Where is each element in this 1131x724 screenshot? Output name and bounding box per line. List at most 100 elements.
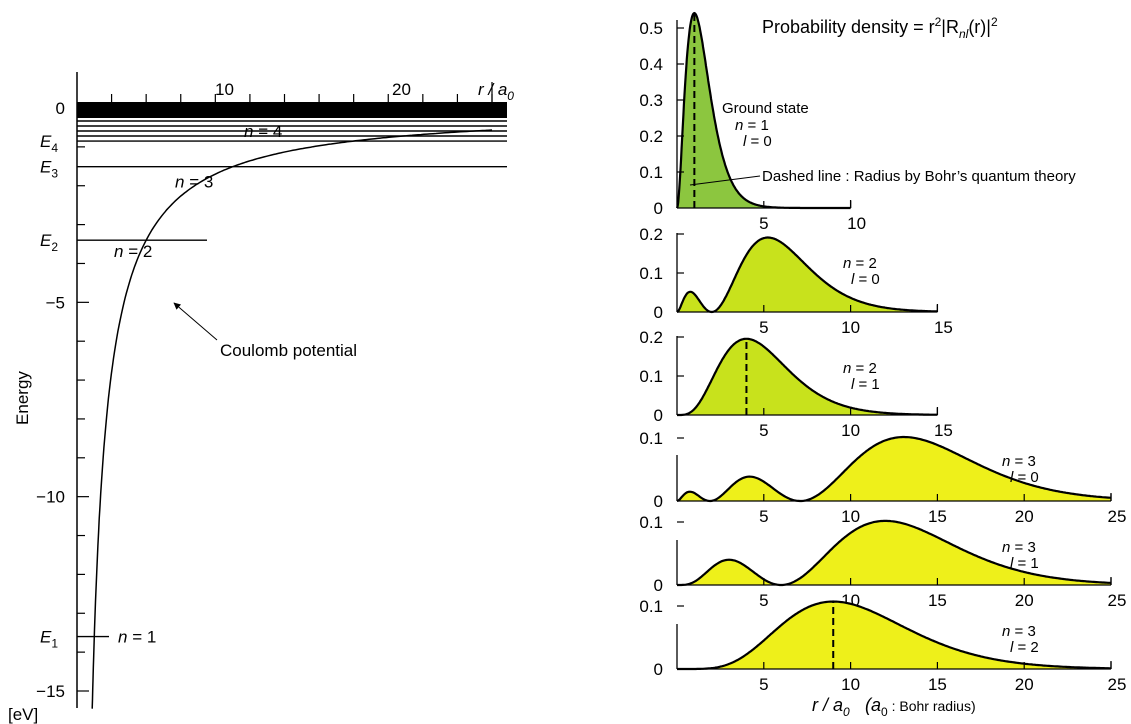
panel-y-tick-label: 0.1 [639,597,663,616]
panel-x-tick-label: 5 [759,675,768,694]
n-value: = 3 [1015,623,1036,640]
title-mid: |R [941,17,959,37]
radius-axis-ticks [110,82,493,102]
dashed-line-note: Dashed line : Radius by Bohr’s quantum t… [762,168,1076,185]
panel-x-tick-label: 5 [759,214,768,233]
l-symbol: l [743,133,751,150]
n-symbol: n [244,122,258,141]
panel-x-tick-label: 5 [759,421,768,440]
title-exp-2: 2 [991,15,998,29]
panel-x-tick-label: 25 [1108,507,1127,526]
title-sub: nl [959,27,969,41]
l-value: = 2 [1018,639,1039,656]
panel-l-label: l = 1 [1010,555,1039,572]
panel-n-label: n = 3 [1002,623,1036,640]
level-sub: 1 [51,637,58,651]
n-symbol: n [175,173,189,192]
density-fill [677,13,851,208]
panel-y-tick-label: 0.2 [639,328,663,347]
radius-axis-label: r / a0 [478,80,514,103]
panel-x-tick-label: 10 [847,214,866,233]
panel-x-tick-label: 5 [759,507,768,526]
energy-axis-ticks: 0 −5 −10 −15 [36,99,89,701]
radius-axis-label-sub: 0 [507,89,514,103]
n-value: = 4 [258,122,282,141]
panel-x-tick-label: 15 [934,318,953,337]
panel-l-label: l = 2 [1010,639,1039,656]
panel-n-label: n = 3 [1002,539,1036,556]
l-value: = 1 [859,376,880,393]
panel-x-tick-label: 15 [928,507,947,526]
panel-n-label: n = 1 [735,117,769,134]
panel-y-tick-label: 0.3 [639,91,663,110]
dashed-note-leader [689,175,761,186]
coulomb-potential-curve [91,129,493,709]
panel-x-tick-label: 15 [934,421,953,440]
panel-l-label: l = 1 [851,376,880,393]
title-end: (r)| [968,17,991,37]
panel-x-tick-label: 15 [928,675,947,694]
continuum-band [77,102,507,118]
energy-tick-label: −10 [36,488,65,507]
radius-tick-label-20: 20 [392,80,411,99]
panel-x-tick-label: 5 [759,591,768,610]
energy-tick-label: 0 [56,99,65,118]
l-symbol: l [1010,639,1018,656]
bohr-note-text: : Bohr radius) [888,698,976,714]
panel-y-tick-label: 0.1 [639,264,663,283]
level-sub: 4 [51,141,58,155]
panel-y-tick-label: 0.4 [639,55,663,74]
density-panel-n2-l0: 0 0.1 0.2 5 10 15 n = 2l = 0 [639,225,953,337]
l-symbol: l [1010,469,1018,486]
energy-level-label-e2: E2 [40,231,58,254]
n-value: = 3 [1015,539,1036,556]
radius-axis-label-main: r / a [478,80,507,99]
density-panel-n3-l1: 00.15 10 15 20 25n = 3l = 1 [639,513,1126,610]
panel-y-tick-label: 0.1 [639,513,663,532]
n-symbol: n [118,628,132,647]
panel-x-tick-label: 25 [1108,675,1127,694]
panel-l-label: l = 0 [743,133,772,150]
n-value: = 2 [856,255,877,272]
n-symbol: n [843,255,856,272]
panel-y-tick-label: 0 [654,492,663,511]
l-value: = 0 [751,133,772,150]
high-level-lines [77,120,507,137]
panel-y-tick-label: 0 [654,303,663,322]
energy-tick-label: −5 [46,293,65,312]
energy-unit-label: [eV] [8,705,38,724]
coulomb-potential-label: Coulomb potential [220,341,357,360]
energy-level-diagram: Energy 0 −5 −10 −15 [eV] 1 0 20 r / a0 E1 n =… [8,72,514,724]
density-panel-n2-l1: 0 0.1 0.2 5 10 15 n = 2l = 1 [639,328,953,440]
panel-y-tick-label: 0.5 [639,19,663,38]
energy-level-label-e3: E3 [40,158,58,181]
n-value: = 2 [856,360,877,377]
panel-n-label: n = 2 [843,255,877,272]
n-value: = 1 [132,628,156,647]
density-curve [677,519,1112,587]
density-fill [677,237,938,312]
energy-level-label-e1: E1 [40,628,58,651]
n-symbol: n [1002,623,1015,640]
level-name: E [40,158,52,177]
panel-y-tick-label: 0 [654,199,663,218]
energy-tick-label: −15 [36,682,65,701]
l-value: = 0 [1018,469,1039,486]
n-symbol: n [1002,539,1015,556]
panel-n-label: n = 3 [1002,453,1036,470]
panel-y-tick-label: 0 [654,660,663,679]
energy-axis-label: Energy [13,371,32,425]
ground-state-label: Ground state [722,100,809,117]
bohr-note-a: (a [865,695,881,715]
panel-x-tick-label: 10 [841,318,860,337]
panel-y-tick-label: 0 [654,406,663,425]
level-sub: 2 [51,240,58,254]
probability-density-panels: Probability density = r2|Rnl(r)|2 00.10.… [639,11,1127,719]
n-value: = 3 [1015,453,1036,470]
panel-y-tick-label: 0.1 [639,163,663,182]
level-n-label-4: n = 4 [244,122,282,141]
panel-x-tick-label: 10 [841,507,860,526]
